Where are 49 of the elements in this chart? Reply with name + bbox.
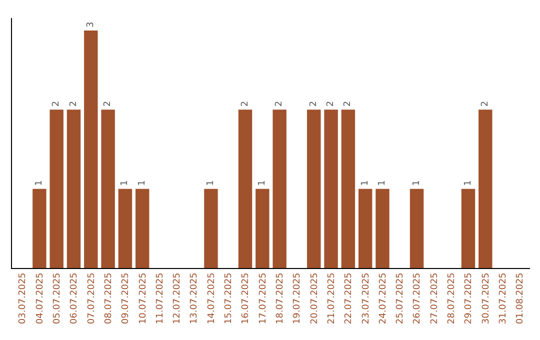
x-tick-label: 13.07.2025 [190,272,200,324]
x-tick-label: 06.07.2025 [70,272,80,324]
data-label: 2 [52,100,62,107]
x-tick-label: 17.07.2025 [258,272,268,324]
x-tick-label: 27.07.2025 [430,272,440,324]
x-tick-label: 14.07.2025 [206,272,217,324]
x-tick-label: 01.08.2025 [516,272,526,324]
data-label: 1 [206,180,216,186]
x-tick-label: 21.07.2025 [326,272,337,324]
x-tick-label: 28.07.2025 [447,272,458,324]
data-label: 2 [343,100,354,107]
x-tick-label: 29.07.2025 [464,272,474,324]
x-tick-label: 16.07.2025 [241,272,252,324]
x-tick-label: 30.07.2025 [481,272,492,324]
x-tick-label: 04.07.2025 [35,272,46,324]
x-tick-label: 15.07.2025 [224,272,234,324]
x-tick-label: 25.07.2025 [396,272,406,324]
data-label: 1 [463,180,474,186]
data-label: 1 [34,180,44,186]
x-tick-label: 03.07.2025 [18,272,28,324]
data-label: 2 [326,100,336,107]
data-label: 2 [308,100,319,107]
x-tick-label: 26.07.2025 [412,272,423,324]
data-label: 2 [274,100,285,107]
x-tick-label: 24.07.2025 [378,272,388,324]
x-tick-label: 12.07.2025 [172,272,183,324]
x-tick-label: 08.07.2025 [104,272,114,324]
x-tick-label: 11.07.2025 [155,272,166,324]
data-label: 2 [68,100,79,107]
data-label: 1 [257,180,268,186]
data-label: 2 [240,100,250,107]
x-tick-label: 05.07.2025 [52,272,63,324]
data-label: 3 [86,22,96,28]
data-label: 2 [480,100,490,107]
data-label: 1 [120,180,130,186]
x-tick-label: 19.07.2025 [292,272,303,324]
data-label: 1 [360,180,370,186]
data-label: 2 [103,100,114,107]
data-label: 1 [412,180,422,186]
x-tick-label: 22.07.2025 [344,272,354,324]
x-tick-label: 20.07.2025 [310,272,320,324]
data-label: 1 [137,180,148,186]
x-tick-label: 07.07.2025 [86,272,97,324]
x-tick-label: 18.07.2025 [276,272,286,324]
x-tick-label: 31.07.2025 [498,272,508,324]
data-label: 1 [377,180,388,186]
x-tick-label: 09.07.2025 [121,272,132,324]
x-tick-label: 23.07.2025 [361,272,372,324]
x-tick-label: 10.07.2025 [138,272,148,324]
